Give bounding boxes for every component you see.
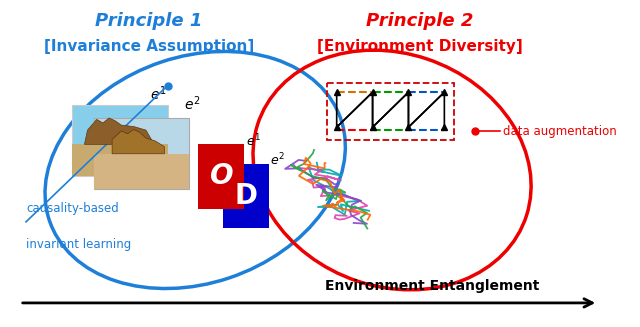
Bar [93, 118, 189, 189]
Text: causality-based: causality-based [26, 202, 119, 215]
Text: [Environment Diversity]: [Environment Diversity] [317, 39, 523, 54]
Text: [Invariance Assumption]: [Invariance Assumption] [44, 39, 254, 54]
Bar [93, 154, 189, 189]
Bar [328, 83, 454, 140]
Text: $e^1$: $e^1$ [150, 84, 166, 103]
Text: $e^2$: $e^2$ [270, 152, 285, 168]
Text: Principle 2: Principle 2 [366, 12, 474, 30]
Bar [72, 105, 168, 177]
Text: O: O [209, 163, 233, 190]
Text: invariant learning: invariant learning [26, 238, 131, 251]
Bar [223, 164, 269, 228]
Polygon shape [112, 129, 164, 154]
Text: $e^2$: $e^2$ [184, 94, 200, 113]
Text: D: D [234, 182, 257, 210]
Polygon shape [84, 118, 152, 145]
Text: Environment Entanglement: Environment Entanglement [325, 279, 540, 293]
Text: data augmentation: data augmentation [503, 125, 616, 138]
Text: Principle 1: Principle 1 [95, 12, 203, 30]
Text: $e^1$: $e^1$ [246, 132, 260, 149]
Bar [72, 145, 168, 177]
Bar [198, 144, 244, 209]
